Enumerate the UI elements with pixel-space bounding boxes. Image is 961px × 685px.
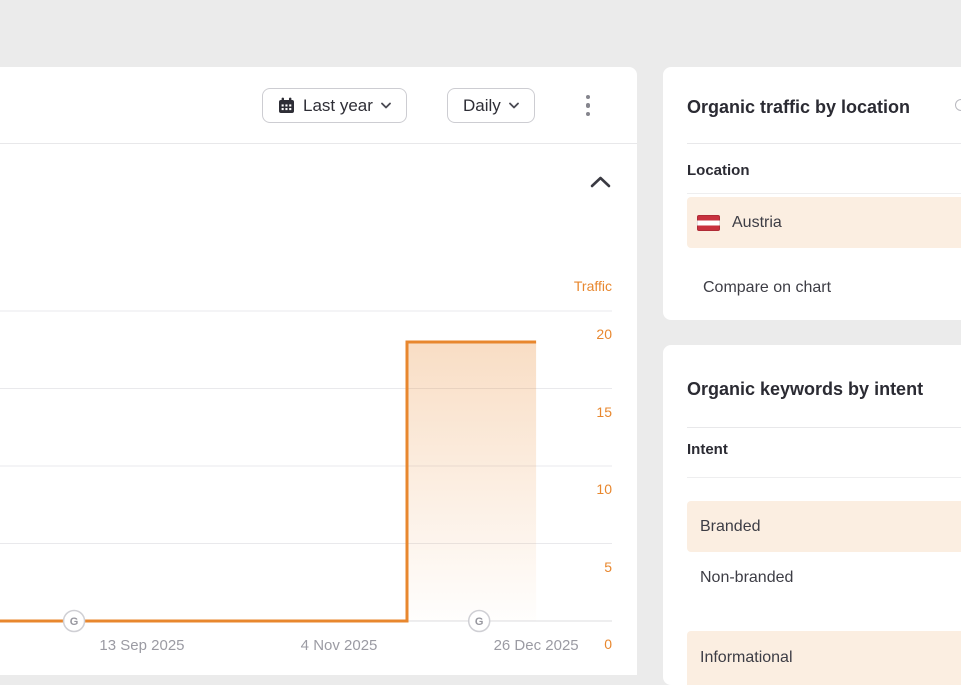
intent-row-label: Branded: [700, 517, 761, 535]
y-axis-label: 0: [604, 636, 612, 652]
intent-row-branded[interactable]: Branded: [687, 501, 961, 552]
chevron-up-icon: [590, 176, 611, 188]
y-axis-label: 10: [596, 481, 612, 497]
collapse-chart-button[interactable]: [586, 170, 614, 194]
toolbar-divider: [0, 143, 637, 144]
intent-row-label: Non-branded: [700, 568, 794, 586]
compare-on-chart-link[interactable]: Compare on chart: [703, 279, 832, 296]
x-axis-label: 13 Sep 2025: [99, 637, 185, 654]
date-range-button[interactable]: Last year: [262, 88, 407, 123]
date-range-label: Last year: [303, 95, 373, 115]
traffic-line: [0, 340, 537, 623]
panel-title: Organic traffic by location: [687, 97, 911, 117]
granularity-label: Daily: [463, 95, 501, 115]
austria-flag-icon: [697, 214, 720, 231]
y-axis-label: 5: [604, 558, 612, 575]
intent-row-label: Informational: [700, 649, 793, 666]
x-axis-label: 4 Nov 2025: [300, 637, 378, 654]
location-row-austria[interactable]: Austria: [687, 197, 961, 248]
column-header-location: Location: [687, 162, 750, 179]
info-icon[interactable]: [955, 99, 961, 111]
google-update-marker[interactable]: G: [467, 609, 491, 633]
organic-keywords-by-intent-panel: Organic keywords by intent Intent Brande…: [663, 345, 961, 685]
location-row-label: Austria: [732, 213, 782, 231]
title-divider: [687, 427, 961, 428]
granularity-button[interactable]: Daily: [447, 88, 535, 123]
more-options-kebab-icon[interactable]: [574, 88, 602, 123]
intent-row-informational[interactable]: Informational: [687, 631, 961, 685]
header-divider: [687, 193, 961, 194]
y-axis-label: 15: [596, 403, 612, 420]
intent-row-non-branded[interactable]: Non-branded: [687, 552, 961, 603]
x-axis-label: 26 Dec 2025: [493, 637, 579, 654]
svg-text:G: G: [475, 616, 484, 628]
google-update-marker[interactable]: G: [62, 609, 86, 633]
chevron-down-icon: [381, 102, 391, 109]
y-axis-label: 20: [596, 326, 612, 342]
calendar-icon: [278, 97, 295, 114]
chevron-down-icon: [508, 102, 519, 109]
organic-traffic-by-location-panel: Organic traffic by location Location Aus…: [663, 67, 961, 320]
header-divider: [687, 477, 961, 478]
svg-text:G: G: [70, 616, 79, 628]
traffic-area-fill: [0, 342, 537, 621]
title-divider: [687, 143, 961, 144]
y-axis-title: Traffic: [573, 278, 612, 294]
column-header-intent: Intent: [687, 441, 728, 458]
panel-title: Organic keywords by intent: [687, 379, 924, 399]
